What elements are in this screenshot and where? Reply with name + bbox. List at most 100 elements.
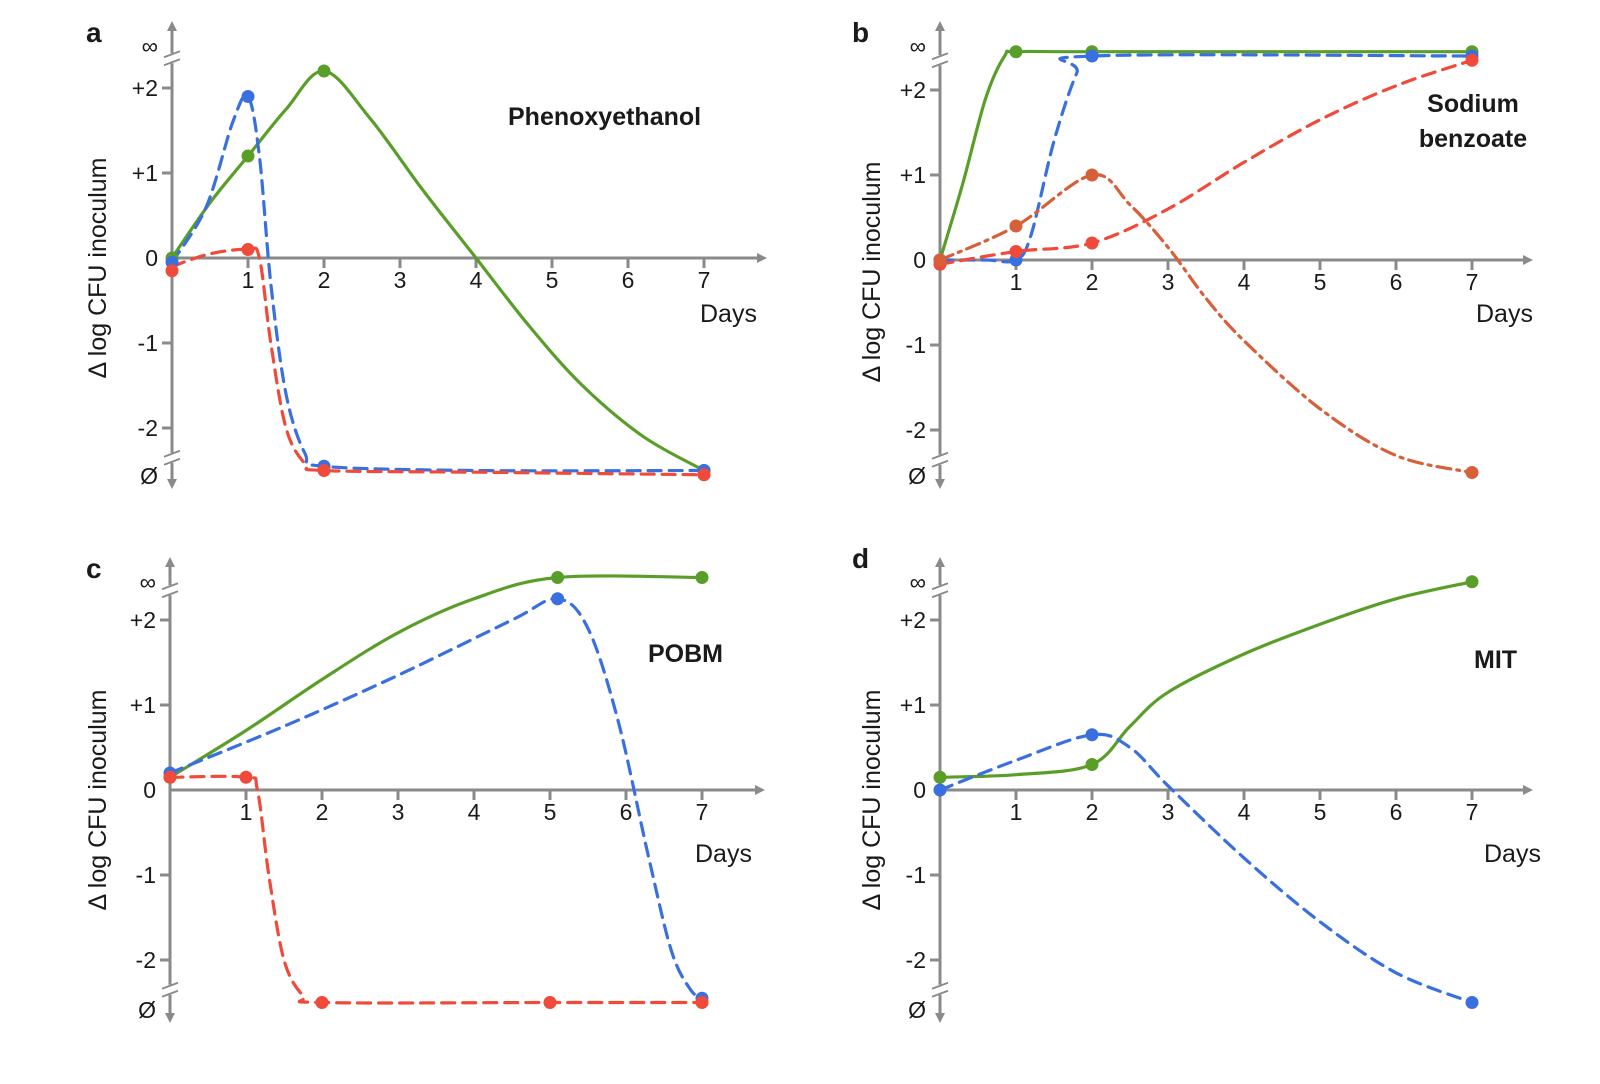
series-line-orange [938, 173, 1474, 475]
x-tick-label: 1 [242, 267, 255, 293]
chart-title: Phenoxyethanol [508, 103, 701, 131]
x-tick-label: 7 [1466, 269, 1479, 295]
data-point-red [695, 996, 709, 1009]
panel-label: d [852, 543, 869, 574]
data-point-orange [1085, 168, 1099, 182]
x-tick-label: 4 [1238, 269, 1251, 295]
data-point-red [315, 996, 329, 1009]
data-point-blue [933, 783, 947, 797]
x-tick-label: 6 [622, 267, 635, 293]
axis-break-mark [931, 590, 949, 599]
y-tick-label: +1 [900, 692, 926, 718]
panel-label: a [86, 17, 102, 48]
x-tick-label: 7 [698, 267, 711, 293]
data-point-blue [1465, 996, 1479, 1009]
x-tick-label: 1 [1010, 269, 1023, 295]
y-tick-label: 0 [913, 777, 926, 803]
x-tick-label: 6 [1390, 269, 1403, 295]
x-tick-label: 1 [1010, 799, 1023, 825]
y-tick-label: ∞ [910, 569, 926, 595]
y-tick-label: -1 [138, 330, 158, 356]
x-tick-label: 5 [1314, 799, 1327, 825]
x-tick-label: 7 [696, 799, 709, 825]
y-tick-label: +2 [132, 75, 158, 101]
y-tick-label: -1 [136, 862, 156, 888]
y-tick-label: Ø [908, 463, 926, 489]
data-point-red [241, 243, 255, 256]
x-tick-label: 1 [240, 799, 253, 825]
x-tick-label: 7 [1466, 799, 1479, 825]
data-point-red [165, 264, 179, 278]
data-point-orange [933, 253, 947, 267]
axes: 1 2 3 4 5 6 7 ∞ +2 +1 0 -1 -2 Ø [130, 557, 765, 1023]
x-tick-label: 3 [1162, 269, 1175, 295]
x-axis-label: Days [700, 300, 757, 328]
series-line-green [938, 580, 1474, 779]
data-point-green [695, 571, 709, 584]
x-tick-label: 5 [544, 799, 557, 825]
x-tick-label: 2 [318, 267, 331, 293]
data-point-green [933, 770, 947, 784]
y-tick-label: 0 [913, 247, 926, 273]
axis-break-mark [931, 582, 949, 591]
x-axis-label: Days [1476, 300, 1533, 328]
axis-break-gap [163, 984, 177, 995]
x-tick-label: 3 [1162, 799, 1175, 825]
axis-break-gap [933, 454, 947, 465]
axis-break-gap [933, 585, 947, 596]
series-line-blue [938, 53, 1474, 264]
x-tick-label: 2 [1086, 269, 1099, 295]
y-tick-label: +2 [130, 607, 156, 633]
y-axis-label: Δ log CFU inoculum [858, 162, 886, 383]
x-tick-label: 6 [1390, 799, 1403, 825]
axis-break-gap [165, 452, 179, 463]
x-tick-label: 2 [1086, 799, 1099, 825]
axis-break-mark [163, 457, 181, 466]
y-tick-label: +2 [900, 607, 926, 633]
x-tick-label: 4 [468, 799, 481, 825]
x-axis-label: Days [1484, 840, 1541, 868]
axes: 1 2 3 4 5 6 7 ∞ +2 +1 0 -1 -2 Ø [900, 21, 1533, 489]
series-line-green [938, 49, 1474, 262]
data-point-green [317, 64, 331, 78]
chart-title: MIT [1474, 646, 1517, 674]
series-line-green [168, 574, 704, 779]
series-line-blue [938, 732, 1474, 1005]
x-tick-label: 6 [620, 799, 633, 825]
series-line-red [168, 774, 704, 1005]
axis-break-gap [165, 53, 179, 64]
axis-break-mark [163, 50, 181, 59]
series-layer [165, 64, 711, 482]
y-tick-label: ∞ [910, 33, 926, 59]
data-point-red [1465, 53, 1479, 67]
y-tick-label: 0 [145, 245, 158, 271]
x-tick-label: 4 [1238, 799, 1251, 825]
x-tick-label: 3 [394, 267, 407, 293]
axis-break-mark [161, 981, 179, 990]
data-point-orange [1009, 219, 1023, 233]
series-layer [163, 571, 709, 1009]
y-tick-label: Ø [138, 997, 156, 1023]
axes: 1 2 3 4 5 6 7 ∞ +2 +1 0 -1 -2 Ø [900, 557, 1533, 1023]
data-point-green [1009, 45, 1023, 59]
data-point-red [697, 468, 711, 482]
series-layer [933, 575, 1479, 1009]
y-tick-label: -1 [906, 332, 926, 358]
data-point-orange [1465, 466, 1479, 479]
panel-b: b 1 2 3 4 5 6 7 ∞ +2 +1 0 -1 -2 Ø Sodium benzoate Day… [852, 17, 1533, 489]
series-line-red [938, 58, 1474, 266]
x-tick-label: 2 [316, 799, 329, 825]
data-point-red [1085, 236, 1099, 250]
axis-break-mark [163, 449, 181, 458]
axes: 1 2 3 4 5 6 7 ∞ +2 +1 0 -1 -2 Ø [132, 21, 767, 489]
y-tick-label: Ø [908, 997, 926, 1023]
data-point-green [1085, 758, 1099, 771]
data-point-green [1465, 575, 1479, 589]
series-layer [933, 45, 1479, 479]
data-point-red [239, 770, 253, 784]
axis-break-mark [163, 58, 181, 67]
x-tick-label: 5 [1314, 269, 1327, 295]
panel-c: c 1 2 3 4 5 6 7 ∞ +2 +1 0 -1 -2 Ø POBM Days Δ log CFU… [84, 553, 765, 1023]
series-line-blue [168, 597, 704, 1000]
